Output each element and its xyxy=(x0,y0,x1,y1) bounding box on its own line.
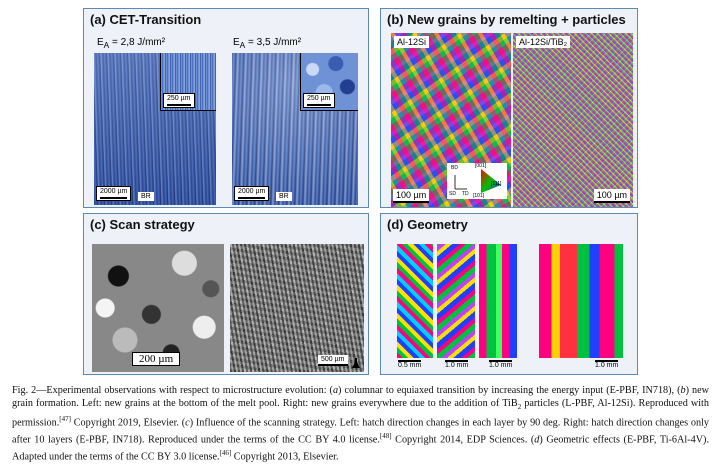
panel-cet-transition: (a) CET-Transition EA = 2,8 J/mm² EA = 3… xyxy=(83,8,369,208)
ebsd-map-al12si-tib2: Al-12Si/TiB₂ 100 µm xyxy=(513,33,633,207)
micrograph-hatch-90deg: 200 µm xyxy=(92,244,224,372)
inset-columnar: 250 µm xyxy=(160,53,216,111)
energy-label-left: EA = 2,8 J/mm² xyxy=(97,37,166,50)
ipf-111: [111] xyxy=(491,181,502,187)
scale-d-1: 0.5 mm xyxy=(398,360,422,369)
scale-d-3: 1.0 mm xyxy=(489,360,513,369)
axis-bd: BD xyxy=(451,165,458,171)
scale-d-2: 1.0 mm xyxy=(445,360,469,369)
micrograph-ebpf-high-energy: 250 µm 2000 µm BR xyxy=(232,53,358,205)
inset-scale-bar-left: 250 µm xyxy=(163,93,195,108)
ebsd-strip-4 xyxy=(539,244,623,358)
ipf-legend: BD SD TD [001] [111] [101] xyxy=(447,163,507,199)
axis-td: TD xyxy=(462,191,469,197)
scale-b-right: 100 µm xyxy=(593,189,630,203)
ipf-101: [101] xyxy=(473,193,485,199)
ipf-triangle-icon xyxy=(454,169,501,193)
scale-b-left: 100 µm xyxy=(393,189,430,203)
ebsd-strip-3 xyxy=(479,244,517,358)
axis-sd: SD xyxy=(449,191,456,197)
panel-scan-strategy: (c) Scan strategy 200 µm 500 µm xyxy=(83,213,369,375)
scale-c-right: 500 µm xyxy=(318,355,348,366)
panel-d-title: (d) Geometry xyxy=(387,217,468,232)
label-al12si-tib2: Al-12Si/TiB₂ xyxy=(516,36,571,48)
ebsd-map-al12si: Al-12Si BD SD TD [001] [111] [101] 100 µ… xyxy=(391,33,511,207)
panel-c-title: (c) Scan strategy xyxy=(90,217,195,232)
ebsd-strip-1 xyxy=(397,244,433,358)
ipf-001: [001] xyxy=(475,163,487,169)
panel-new-grains: (b) New grains by remelting + particles … xyxy=(380,8,638,208)
scale-d-4: 1.0 mm xyxy=(595,360,619,369)
figure-caption: Fig. 2—Experimental observations with re… xyxy=(12,385,710,463)
scale-c-left: 200 µm xyxy=(132,352,181,366)
main-scale-bar-left: 2000 µm xyxy=(96,186,132,201)
orientation-left: BR xyxy=(138,192,154,201)
label-al12si: Al-12Si xyxy=(394,36,430,48)
orientation-right: BR xyxy=(276,192,292,201)
panel-geometry: (d) Geometry 0.5 mm 1.0 mm 1.0 mm 1.0 mm xyxy=(380,213,638,375)
main-scale-bar-right: 2000 µm xyxy=(234,186,270,201)
ebsd-strip-2 xyxy=(437,244,475,358)
micrograph-hatch-10-layers: 500 µm xyxy=(230,244,364,372)
panel-a-title: (a) CET-Transition xyxy=(90,12,202,27)
panel-b-title: (b) New grains by remelting + particles xyxy=(387,12,626,27)
micrograph-ebpf-low-energy: 250 µm 2000 µm BR xyxy=(94,53,216,205)
inset-equiaxed: 250 µm xyxy=(300,53,358,111)
energy-label-right: EA = 3,5 J/mm² xyxy=(233,37,302,50)
inset-scale-bar-right: 250 µm xyxy=(303,93,335,108)
